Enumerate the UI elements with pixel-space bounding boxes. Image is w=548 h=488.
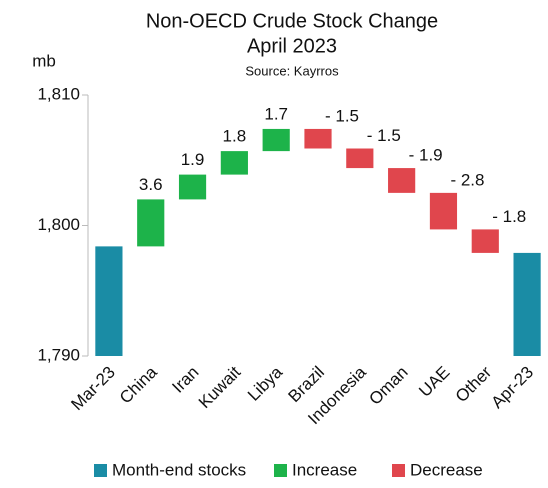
x-tick-label: Mar-23 (67, 363, 119, 415)
bar (262, 128, 290, 152)
value-label: 3.6 (139, 175, 163, 194)
legend-swatch (94, 464, 107, 477)
y-axis-label: mb (32, 51, 56, 70)
x-tick-label: Kuwait (195, 362, 245, 412)
legend-label: Month-end stocks (112, 460, 246, 479)
bar (95, 246, 123, 356)
value-label: 1.8 (223, 127, 247, 146)
bar (471, 229, 499, 253)
value-label: - 1.5 (367, 126, 401, 145)
bar (137, 199, 165, 247)
x-tick-label: Apr-23 (488, 363, 538, 413)
chart-subtitle: April 2023 (247, 35, 337, 57)
value-label: - 1.5 (325, 106, 359, 125)
legend-label: Increase (292, 460, 357, 479)
bar (178, 174, 207, 200)
value-label: 1.7 (264, 104, 288, 123)
bar (220, 151, 248, 175)
source: Source: Kayrros (245, 63, 339, 78)
chart-title: Non-OECD Crude Stock Change (146, 10, 438, 32)
bar (513, 252, 541, 356)
x-tick-label: Oman (365, 363, 411, 409)
value-label: 1.9 (181, 150, 205, 169)
bar (304, 128, 332, 149)
y-tick-label: 1,810 (37, 84, 80, 103)
legend-label: Decrease (410, 460, 483, 479)
bar (388, 168, 416, 193)
legend-swatch (392, 464, 405, 477)
bar (429, 192, 458, 230)
x-tick-label: Libya (244, 362, 287, 405)
x-tick-label: UAE (415, 363, 453, 401)
legend-swatch (274, 464, 287, 477)
x-tick-label: China (116, 362, 161, 407)
value-label: - 1.9 (409, 146, 443, 165)
bar (346, 148, 374, 169)
y-tick-label: 1,800 (37, 215, 80, 234)
value-label: - 2.8 (450, 170, 484, 189)
value-label: - 1.8 (492, 207, 526, 226)
y-tick-label: 1,790 (37, 345, 80, 364)
x-tick-label: Iran (168, 363, 202, 397)
